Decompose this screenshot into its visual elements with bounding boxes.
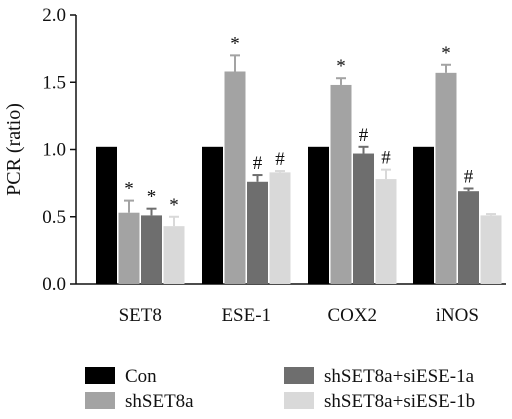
legend-label: shSET8a [125, 391, 194, 412]
significance-mark: # [275, 149, 285, 170]
x-category-label: ESE-1 [221, 305, 271, 326]
bar-set8-2 [118, 212, 140, 284]
significance-mark: * [147, 187, 157, 208]
legend-swatch [85, 392, 115, 409]
legend-label: Con [125, 366, 157, 387]
y-tick-label: 0.0 [42, 274, 66, 295]
bar-ese-1-2 [224, 71, 246, 285]
chart-legend: Con shSET8a shSET8a+siESE-1a shSET8a+siESE-… [85, 366, 475, 412]
significance-mark: # [253, 153, 263, 174]
bar-cox2-3 [353, 153, 374, 284]
y-tick-label: 1.0 [42, 140, 66, 161]
legend-swatch [284, 367, 314, 384]
bar-inos-4 [480, 215, 502, 284]
bar-ese-1-3 [247, 181, 268, 284]
y-tick-label: 0.5 [42, 207, 66, 228]
y-tick-label: 1.5 [42, 72, 66, 93]
significance-mark: # [464, 167, 474, 188]
bar-cox2-4 [375, 179, 397, 284]
legend-swatch [284, 392, 314, 409]
legend-label: shSET8a+siESE-1b [324, 391, 475, 412]
significance-mark: * [169, 195, 179, 216]
bar-ese-1-1 [202, 146, 223, 284]
chart-bars: * * * * # # * # # * # [96, 33, 502, 285]
significance-mark: * [336, 56, 346, 77]
bar-cox2-2 [330, 84, 352, 284]
bar-set8-1 [96, 146, 117, 284]
bar-inos-1 [413, 146, 434, 284]
significance-mark: # [359, 125, 369, 146]
bar-set8-4 [163, 226, 185, 284]
bar-cox2-1 [308, 146, 329, 284]
x-category-label: SET8 [119, 305, 162, 326]
bar-inos-3 [458, 191, 479, 284]
significance-mark: # [381, 148, 391, 169]
legend-swatch [85, 367, 115, 384]
legend-label: shSET8a+siESE-1a [324, 366, 475, 387]
bar-set8-3 [141, 215, 162, 284]
significance-mark: * [124, 179, 134, 200]
bar-inos-2 [435, 72, 457, 285]
significance-mark: * [441, 43, 451, 64]
significance-mark: * [230, 33, 240, 54]
y-tick-label: 2.0 [42, 5, 66, 26]
x-category-label: iNOS [436, 305, 479, 326]
chart-axes: 0.0 0.5 1.0 1.5 2.0 PCR (ratio) SET8 ESE-1 COX2 i… [3, 5, 506, 326]
bar-ese-1-4 [269, 172, 291, 284]
y-axis-label: PCR (ratio) [3, 103, 25, 196]
x-category-label: COX2 [327, 305, 377, 326]
